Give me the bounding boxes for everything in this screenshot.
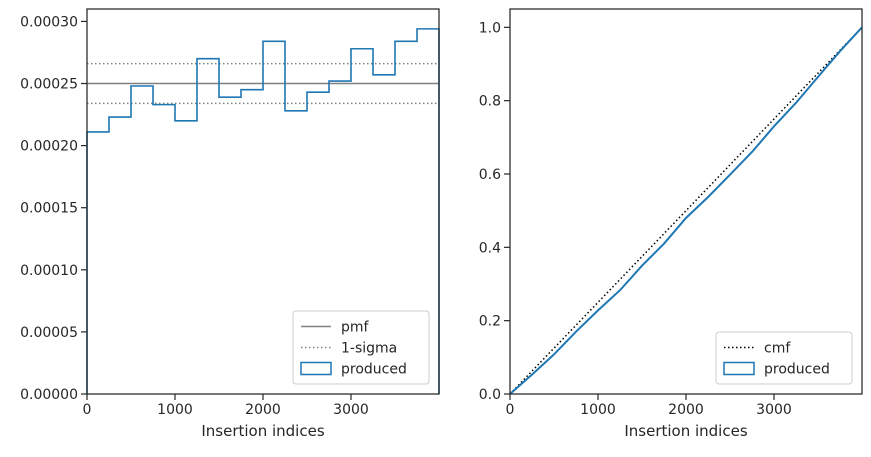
y-tick-label: 0.00010	[20, 263, 78, 279]
x-tick-label: 1000	[157, 402, 193, 418]
x-tick-label: 0	[83, 402, 92, 418]
left-panel-pmf: 0 1000 2000 3000 0.00000 0.00005 0.00010 0.0001…	[20, 8, 440, 440]
y-tick-label: 0.00030	[20, 14, 78, 30]
y-tick-label: 0.6	[479, 167, 501, 183]
legend-box	[292, 310, 430, 385]
y-tick-label: 0.00000	[20, 387, 78, 403]
x-axis-label: Insertion indices	[624, 422, 747, 440]
plot-frame	[509, 8, 863, 395]
y-tick-label: 0.00005	[20, 325, 78, 341]
y-tick-label: 1.0	[479, 20, 501, 36]
legend-label: cmf	[764, 341, 791, 357]
right-panel-cmf: 0 1000 2000 3000 0.0 0.2 0.4 0.6 0.8 1.0 Insertion…	[479, 8, 863, 440]
y-tick-label: 0.00025	[20, 77, 78, 93]
legend-label: 1-sigma	[341, 341, 397, 357]
x-tick-label: 2000	[668, 402, 704, 418]
cmf-line	[509, 26, 863, 395]
x-tick-label: 2000	[245, 402, 281, 418]
legend: cmf produced	[715, 331, 853, 385]
legend-label: pmf	[341, 320, 370, 336]
x-tick-label: 1000	[580, 402, 616, 418]
legend-swatch-produced	[300, 361, 332, 376]
produced-step-histogram	[86, 28, 440, 394]
y-tick-label: 0.2	[479, 314, 501, 330]
y-tick-label: 0.0	[479, 387, 501, 403]
plot-frame	[86, 8, 440, 395]
y-tick-label: 0.00015	[20, 201, 78, 217]
x-tick-label: 3000	[333, 402, 369, 418]
legend-label: produced	[341, 362, 407, 378]
x-tick-label: 3000	[756, 402, 792, 418]
legend-box	[715, 331, 853, 385]
legend: pmf 1-sigma produced	[292, 310, 430, 385]
y-tick-label: 0.4	[479, 240, 501, 256]
y-tick-label: 0.00020	[20, 139, 78, 155]
x-axis-label: Insertion indices	[201, 422, 324, 440]
produced-cdf-curve	[509, 26, 863, 395]
legend-swatch-produced	[723, 361, 755, 376]
x-tick-label: 0	[506, 402, 515, 418]
legend-label: produced	[764, 362, 830, 378]
y-tick-label: 0.8	[479, 94, 501, 110]
